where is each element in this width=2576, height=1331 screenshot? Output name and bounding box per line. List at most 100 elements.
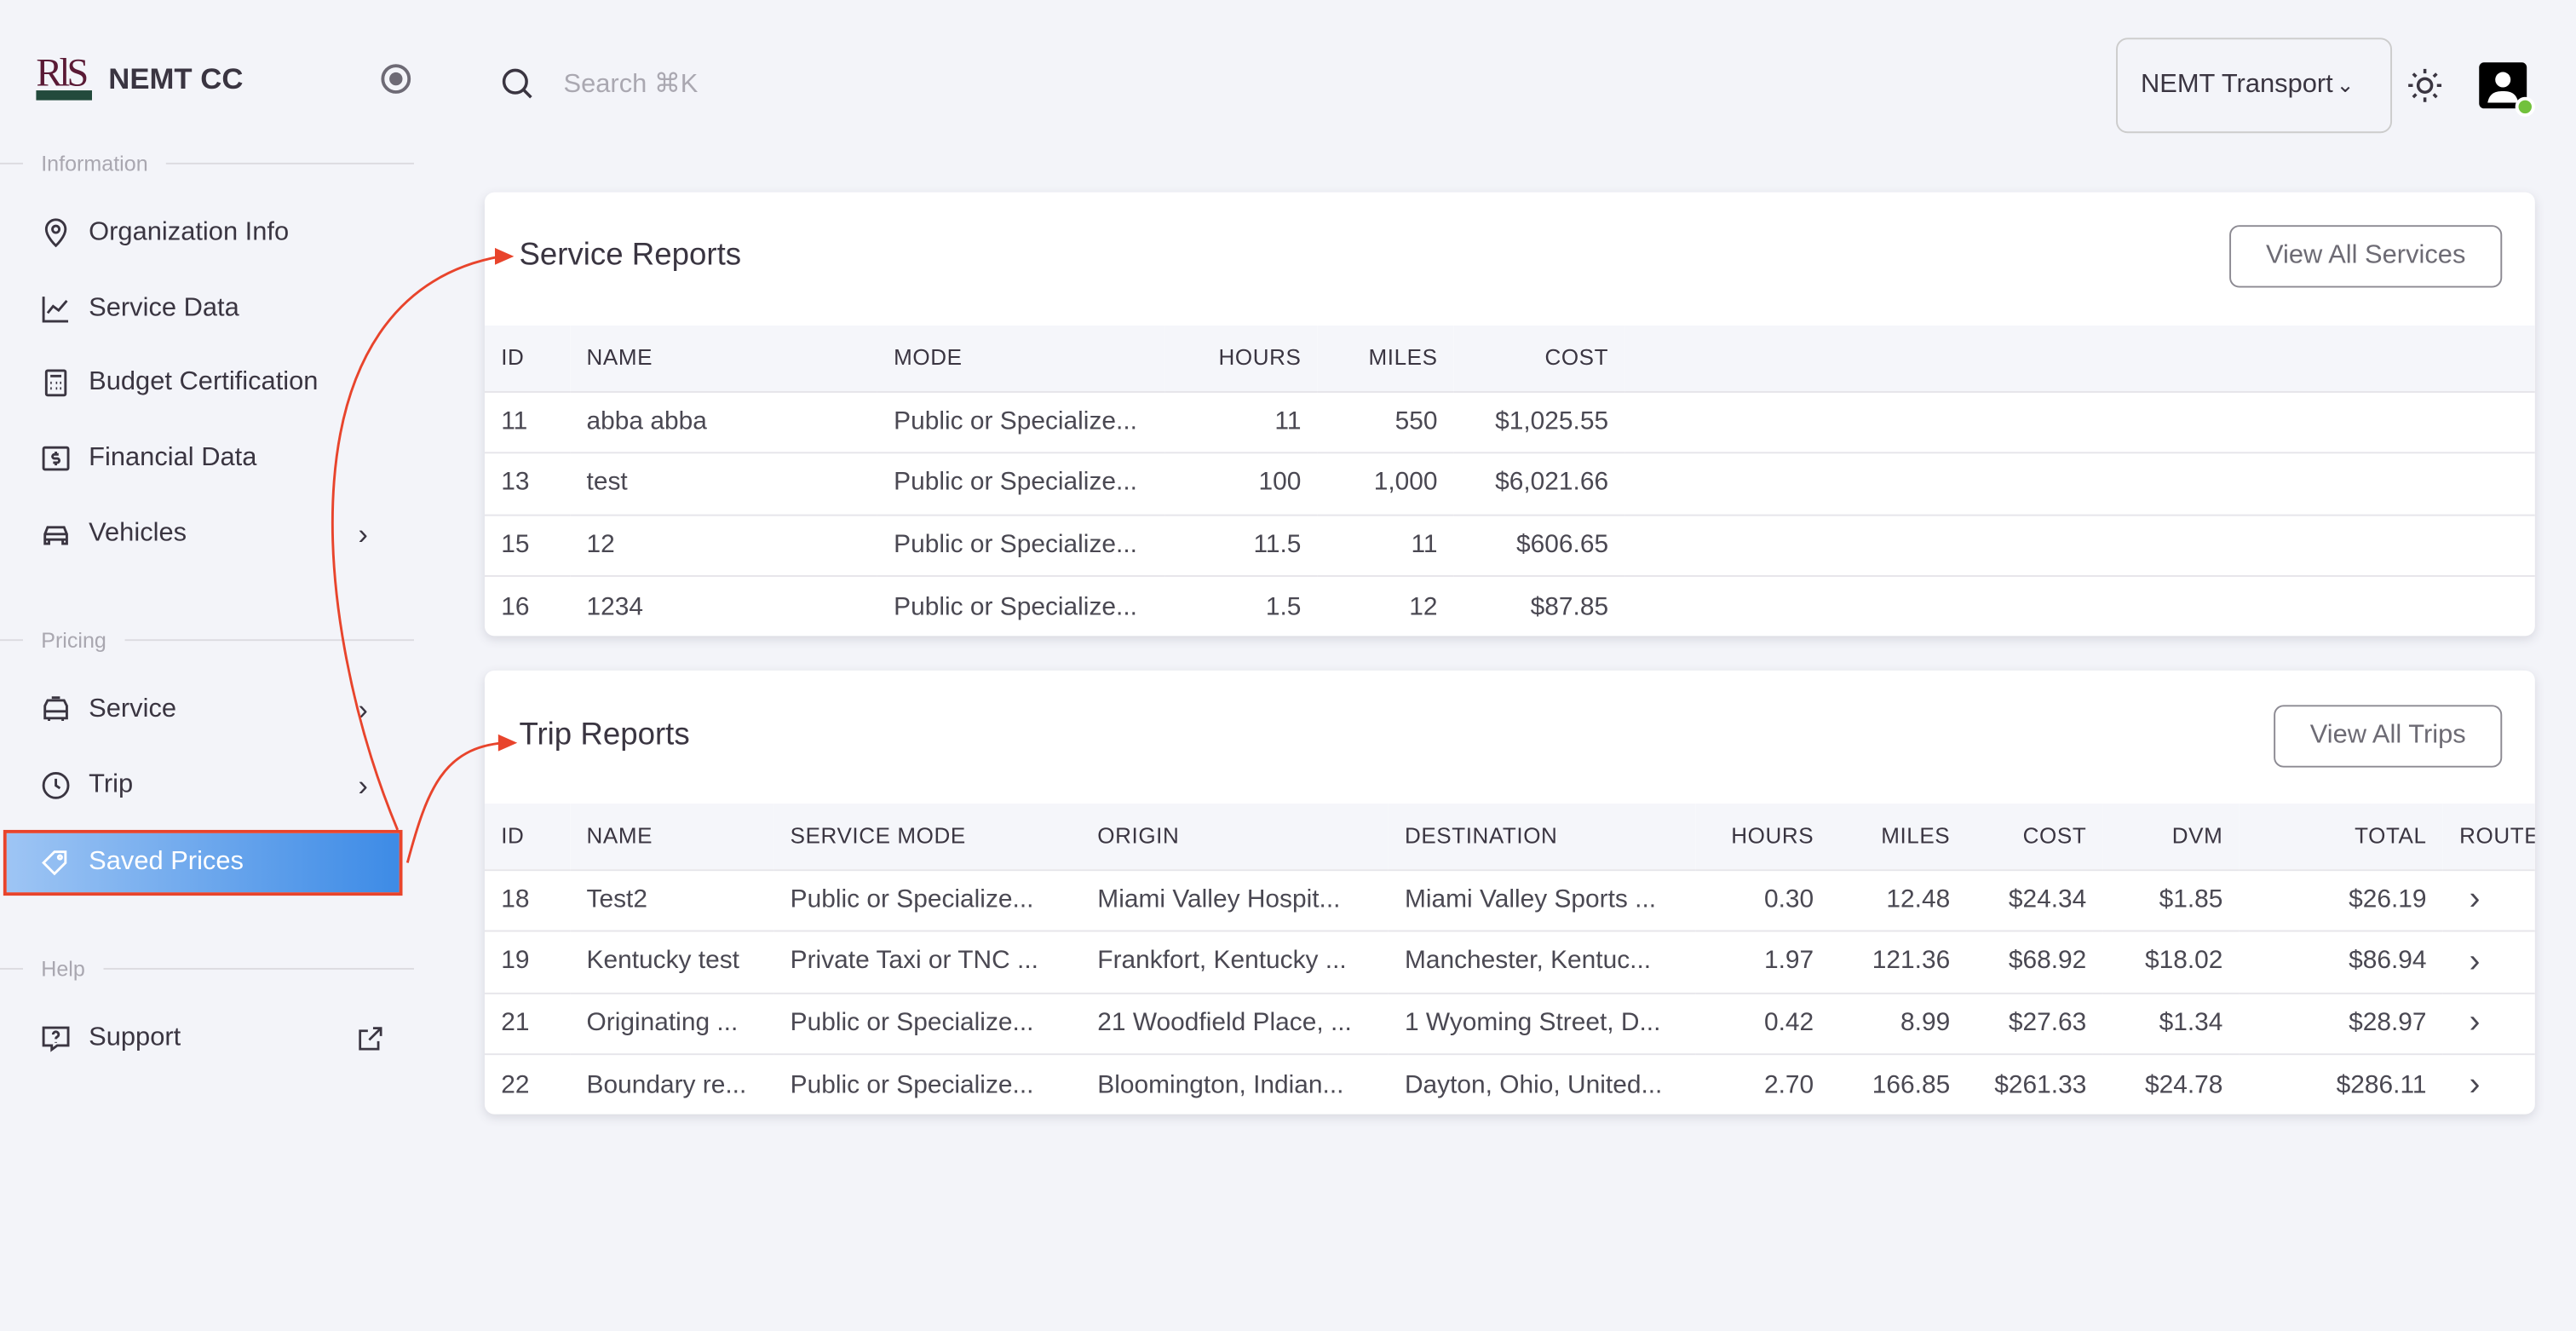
table-cell: $261.33 bbox=[1966, 1053, 2103, 1115]
table-cell: Miami Valley Sports ... bbox=[1388, 868, 1696, 931]
table-cell: 21 Woodfield Place, ... bbox=[1081, 991, 1389, 1055]
table-cell: 12 bbox=[1317, 575, 1454, 637]
column-header[interactable]: NAME bbox=[570, 325, 877, 392]
organization-select[interactable]: NEMT Transport ⌄ bbox=[2116, 37, 2393, 134]
column-header[interactable]: ID bbox=[484, 325, 571, 392]
table-cell: $6,021.66 bbox=[1453, 452, 1625, 515]
trip-reports-card: Trip Reports View All Trips ID NAME SERVIC… bbox=[484, 670, 2535, 1115]
column-header[interactable]: NAME bbox=[570, 804, 774, 870]
table-row[interactable]: 11 abba abba Public or Specialize... 11 550 $… bbox=[484, 390, 2535, 453]
view-all-trips-button[interactable]: View All Trips bbox=[2274, 705, 2503, 768]
column-header[interactable]: MILES bbox=[1317, 325, 1454, 392]
sidebar-item-service-data[interactable]: Service Data bbox=[0, 278, 414, 340]
table-cell: Kentucky test bbox=[570, 930, 774, 993]
nav-label: Organization Info bbox=[89, 218, 290, 247]
nav-label: Support bbox=[89, 1023, 181, 1052]
section-pricing: Pricing bbox=[0, 628, 414, 653]
brand[interactable]: RlS NEMT CC bbox=[36, 55, 243, 104]
table-cell: 166.85 bbox=[1830, 1053, 1967, 1115]
view-all-services-button[interactable]: View All Services bbox=[2229, 225, 2503, 288]
chevron-right-icon: › bbox=[358, 768, 369, 802]
table-cell: 19 bbox=[484, 930, 571, 993]
trip-reports-table: ID NAME SERVICE MODE ORIGIN DESTINATION HOURS… bbox=[484, 804, 2535, 1115]
table-cell: 1,000 bbox=[1317, 452, 1454, 515]
table-cell: 18 bbox=[484, 868, 571, 931]
search-input[interactable]: Search ⌘K bbox=[563, 70, 699, 99]
user-avatar[interactable] bbox=[2479, 62, 2527, 109]
table-cell: 0.42 bbox=[1695, 991, 1831, 1055]
table-cell: 1234 bbox=[570, 575, 877, 637]
column-header[interactable]: SERVICE MODE bbox=[773, 804, 1082, 870]
table-cell: 13 bbox=[484, 452, 571, 515]
table-cell: test bbox=[570, 452, 877, 515]
nav-label: Service Data bbox=[89, 294, 239, 323]
table-row[interactable]: 19 Kentucky test Private Taxi or TNC ... Fr… bbox=[484, 930, 2535, 993]
table-cell: Public or Specialize... bbox=[877, 390, 1165, 453]
sun-icon[interactable] bbox=[2406, 67, 2442, 103]
sidebar-item-trip[interactable]: Trip › bbox=[0, 754, 414, 816]
map-pin-icon bbox=[44, 218, 67, 248]
table-cell: 121.36 bbox=[1830, 930, 1967, 993]
table-cell: $87.85 bbox=[1453, 575, 1625, 637]
column-header[interactable]: DVM bbox=[2102, 804, 2240, 870]
table-row[interactable]: 15 12 Public or Specialize... 11.5 11 $606.65 bbox=[484, 513, 2535, 576]
table-cell: abba abba bbox=[570, 390, 877, 453]
sidebar-item-service[interactable]: Service › bbox=[0, 679, 414, 741]
section-help: Help bbox=[0, 956, 414, 981]
table-row[interactable]: 16 1234 Public or Specialize... 1.5 12 $87.85 bbox=[484, 575, 2535, 637]
table-cell: 11 bbox=[1164, 390, 1318, 453]
calculator-icon bbox=[44, 369, 67, 397]
column-header[interactable]: HOURS bbox=[1695, 804, 1831, 870]
table-cell: Frankfort, Kentucky ... bbox=[1081, 930, 1389, 993]
column-header[interactable]: COST bbox=[1453, 325, 1625, 392]
column-header[interactable]: MODE bbox=[877, 325, 1165, 392]
table-row[interactable]: 18 Test2 Public or Specialize... Miami Vall… bbox=[484, 868, 2535, 931]
table-cell: Bloomington, Indian... bbox=[1081, 1053, 1389, 1115]
table-cell: $1.34 bbox=[2102, 991, 2240, 1055]
table-cell: $24.78 bbox=[2102, 1053, 2240, 1115]
sidebar-item-vehicles[interactable]: Vehicles › bbox=[0, 503, 414, 565]
table-cell: 100 bbox=[1164, 452, 1318, 515]
column-header[interactable]: ORIGIN bbox=[1081, 804, 1389, 870]
spacer-cell bbox=[1624, 452, 2535, 515]
table-cell: $1,025.55 bbox=[1453, 390, 1625, 453]
sidebar-item-support[interactable]: Support bbox=[0, 1007, 414, 1069]
table-cell: 22 bbox=[484, 1053, 571, 1115]
column-header[interactable]: TOTAL bbox=[2239, 804, 2443, 870]
route-chevron-icon[interactable]: › bbox=[2442, 868, 2535, 931]
table-row[interactable]: 13 test Public or Specialize... 100 1,000 $6,… bbox=[484, 452, 2535, 515]
table-cell: $86.94 bbox=[2239, 930, 2443, 993]
route-chevron-icon[interactable]: › bbox=[2442, 930, 2535, 993]
service-reports-title: Service Reports bbox=[519, 238, 742, 274]
help-box-icon bbox=[42, 1026, 70, 1052]
column-header[interactable]: DESTINATION bbox=[1388, 804, 1696, 870]
table-row[interactable]: 22 Boundary re... Public or Specialize... B… bbox=[484, 1053, 2535, 1115]
table-cell: Boundary re... bbox=[570, 1053, 774, 1115]
column-header[interactable]: HOURS bbox=[1164, 325, 1318, 392]
nav-label: Saved Prices bbox=[89, 848, 244, 876]
column-header-spacer bbox=[1624, 325, 2535, 392]
column-header[interactable]: ROUTE bbox=[2442, 804, 2535, 870]
search-bar[interactable]: Search ⌘K bbox=[499, 66, 698, 101]
clock-icon bbox=[42, 771, 70, 799]
column-header[interactable]: MILES bbox=[1830, 804, 1967, 870]
sidebar-item-financial-data[interactable]: Financial Data bbox=[0, 427, 414, 489]
column-header[interactable]: ID bbox=[484, 804, 571, 870]
table-cell: Public or Specialize... bbox=[877, 513, 1165, 576]
sidebar-item-budget-certification[interactable]: Budget Certification bbox=[0, 352, 414, 414]
table-cell: $27.63 bbox=[1966, 991, 2103, 1055]
table-cell: Miami Valley Hospit... bbox=[1081, 868, 1389, 931]
sidebar-item-saved-prices[interactable]: Saved Prices bbox=[3, 829, 403, 896]
table-row[interactable]: 21 Originating ... Public or Specialize...… bbox=[484, 991, 2535, 1055]
nav-label: Trip bbox=[89, 770, 134, 799]
nav-label: Service bbox=[89, 694, 177, 723]
sidebar-item-organization-info[interactable]: Organization Info bbox=[0, 202, 414, 264]
table-cell: Originating ... bbox=[570, 991, 774, 1055]
table-cell: $26.19 bbox=[2239, 868, 2443, 931]
route-chevron-icon[interactable]: › bbox=[2442, 991, 2535, 1055]
chevron-down-icon: ⌄ bbox=[2336, 72, 2355, 97]
sidebar-toggle-icon[interactable] bbox=[381, 64, 411, 94]
table-cell: 11.5 bbox=[1164, 513, 1318, 576]
column-header[interactable]: COST bbox=[1966, 804, 2103, 870]
route-chevron-icon[interactable]: › bbox=[2442, 1053, 2535, 1115]
